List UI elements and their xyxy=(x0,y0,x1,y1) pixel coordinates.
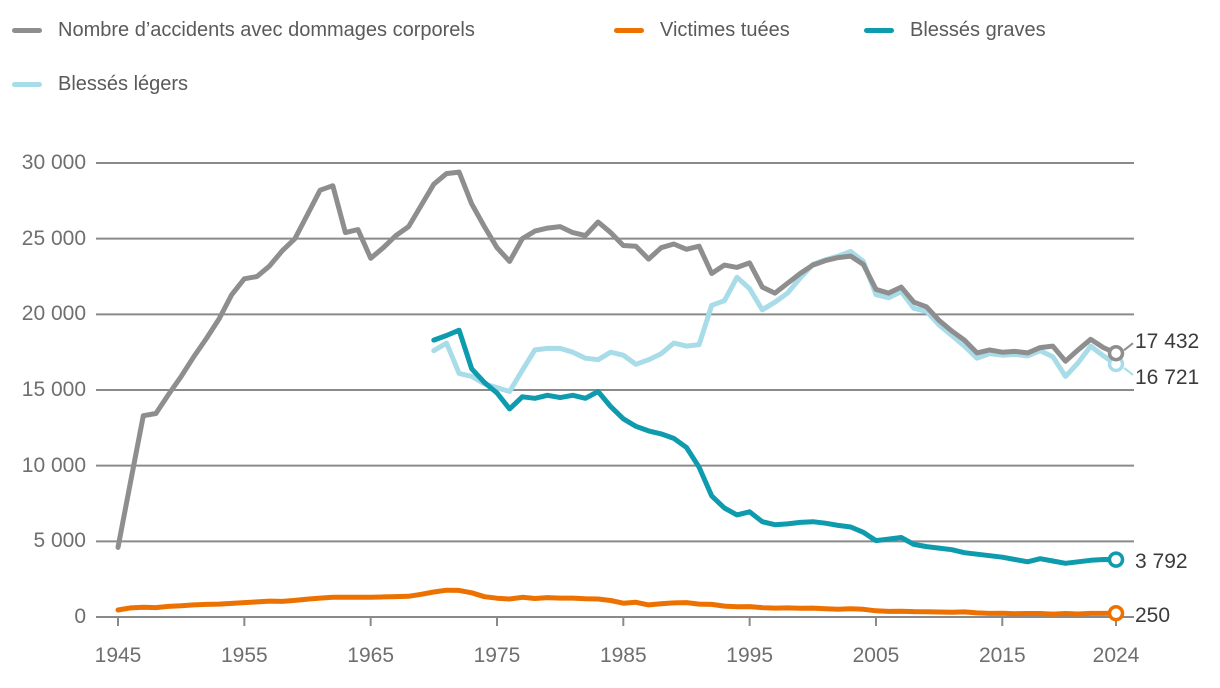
legend-label-accidents: Nombre d’accidents avec dommages corpore… xyxy=(58,18,475,41)
end-value-label-graves: 3 792 xyxy=(1135,549,1188,573)
legend-label-tues: Victimes tuées xyxy=(660,18,790,41)
series-line-tues xyxy=(115,587,1119,617)
legend-label-legers: Blessés légers xyxy=(58,72,189,95)
end-marker-accidents xyxy=(1107,344,1125,362)
series-line-graves xyxy=(431,327,1119,566)
leader-line-legers xyxy=(1123,367,1134,376)
series-line-legers xyxy=(431,249,1119,394)
x-tick-label-2024: 2024 xyxy=(1092,644,1140,667)
y-tick-label-5000: 5 000 xyxy=(33,529,86,553)
end-value-label-legers: 16 721 xyxy=(1135,365,1200,389)
legend-item-graves: Blessés graves xyxy=(864,18,1046,42)
y-tick-label-25000: 25 000 xyxy=(21,226,86,250)
legend-label-graves: Blessés graves xyxy=(910,18,1046,41)
x-tick-label-1955: 1955 xyxy=(220,644,268,667)
y-tick-label-10000: 10 000 xyxy=(21,453,86,477)
end-marker-graves xyxy=(1107,551,1125,568)
x-tick-label-2005: 2005 xyxy=(852,644,900,667)
end-value-label-tues: 250 xyxy=(1135,604,1171,628)
y-tick-label-20000: 20 000 xyxy=(21,302,86,326)
end-marker-tues xyxy=(1107,604,1125,622)
legend-swatch-tues xyxy=(614,27,644,33)
x-tick-label-1985: 1985 xyxy=(599,644,647,667)
x-tick-label-2015: 2015 xyxy=(978,644,1026,667)
end-value-label-accidents: 17 432 xyxy=(1135,330,1200,354)
x-tick-label-1965: 1965 xyxy=(347,644,395,667)
legend-item-legers: Blessés légers xyxy=(12,72,188,96)
legend-item-accidents: Nombre d’accidents avec dommages corpore… xyxy=(12,18,475,42)
legend-item-tues: Victimes tuées xyxy=(614,18,790,42)
legend-swatch-legers xyxy=(12,81,42,87)
x-tick-label-1945: 1945 xyxy=(94,644,142,667)
y-tick-label-30000: 30 000 xyxy=(21,151,86,174)
legend-swatch-accidents xyxy=(12,27,42,33)
series-line-accidents xyxy=(115,169,1119,550)
x-tick-label-1995: 1995 xyxy=(726,644,773,667)
y-tick-label-15000: 15 000 xyxy=(21,378,86,401)
y-tick-label-0: 0 xyxy=(74,605,86,628)
leader-line-accidents xyxy=(1123,342,1134,351)
legend-swatch-graves xyxy=(864,27,894,33)
x-tick-label-1975: 1975 xyxy=(473,644,521,667)
